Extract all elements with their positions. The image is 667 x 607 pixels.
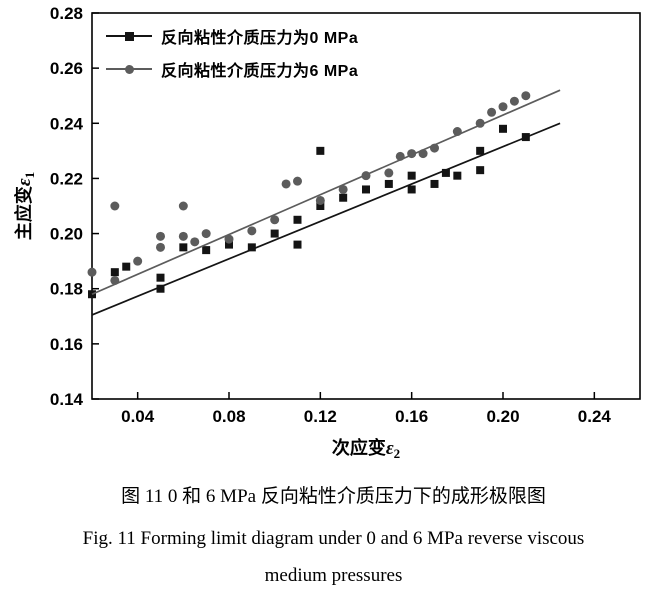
x-axis-symbol: ε [385,438,394,459]
legend-label-6mpa: 反向粘性介质压力为6 MPa [161,63,359,80]
svg-text:0.20: 0.20 [50,225,83,244]
svg-text:0.04: 0.04 [121,407,155,426]
square-marker-icon [106,30,152,42]
y-axis-symbol: ε [14,178,35,187]
caption-english-line2: medium pressures [264,565,403,586]
svg-text:0.22: 0.22 [50,169,83,188]
x-axis-label-text: 次应变 [331,438,386,458]
svg-text:0.12: 0.12 [304,407,337,426]
svg-text:0.14: 0.14 [50,390,84,409]
svg-text:0.16: 0.16 [50,335,83,354]
y-axis-label-text: 主应变 [14,186,34,241]
y-axis-subscript: 1 [22,171,37,179]
svg-text:0.16: 0.16 [395,407,428,426]
legend-circle [125,65,134,74]
caption-chinese: 图 11 0 和 6 MPa 反向粘性介质压力下的成形极限图 [121,486,546,507]
circle-marker-icon [106,63,152,75]
svg-text:0.24: 0.24 [578,407,612,426]
legend-item-6mpa: 反向粘性介质压力为6 MPa [106,57,358,81]
legend: 反向粘性介质压力为0 MPa 反向粘性介质压力为6 MPa [106,24,358,81]
svg-text:0.08: 0.08 [212,407,245,426]
svg-text:0.18: 0.18 [50,280,83,299]
legend-label-0mpa: 反向粘性介质压力为0 MPa [161,30,359,47]
scatter-chart: 0.04 0.08 0.12 0.16 0.20 0.24 0.14 0.16 0.18 0.20… [50,4,641,426]
svg-text:0.24: 0.24 [50,114,84,133]
legend-square [125,32,134,41]
caption-english-line1: Fig. 11 Forming limit diagram under 0 an… [82,528,585,549]
svg-text:0.20: 0.20 [486,407,519,426]
x-axis-label: 次应变ε2 [92,434,640,462]
y-axis-label: 主应变ε1 [10,126,37,286]
x-axis-subscript: 2 [393,446,401,461]
legend-item-0mpa: 反向粘性介质压力为0 MPa [106,24,358,48]
svg-text:0.28: 0.28 [50,4,83,23]
svg-text:0.26: 0.26 [50,59,83,78]
